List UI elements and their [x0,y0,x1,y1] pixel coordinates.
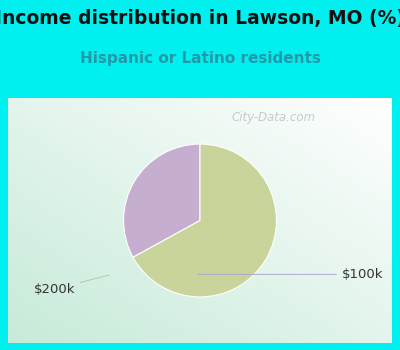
Text: Hispanic or Latino residents: Hispanic or Latino residents [80,51,320,66]
Text: Income distribution in Lawson, MO (%): Income distribution in Lawson, MO (%) [0,9,400,28]
Wedge shape [133,144,276,297]
Text: $100k: $100k [198,268,384,281]
Wedge shape [124,144,200,257]
Text: City-Data.com: City-Data.com [232,111,316,124]
Text: $200k: $200k [34,275,109,296]
